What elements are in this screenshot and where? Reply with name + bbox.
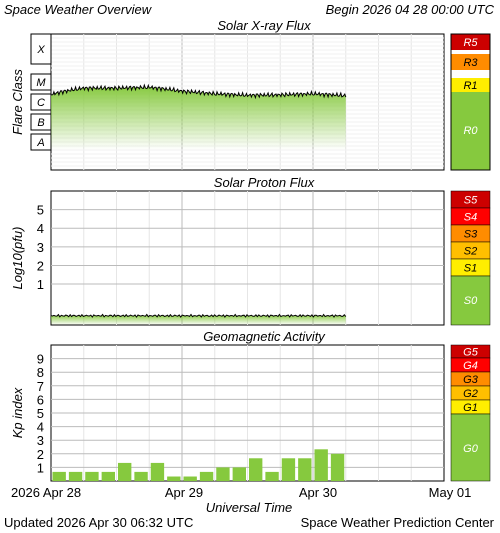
kp-ytick: 4 [37,420,44,435]
g-band-label: G3 [463,374,479,386]
kp-ytick: 5 [37,406,44,421]
credit: Space Weather Prediction Center [301,515,495,530]
kp-bar [281,458,296,481]
flare-class-label: B [37,117,44,129]
kp-bar [265,471,279,481]
r0-band [451,92,490,170]
geomag-title: Geomagnetic Activity [203,329,326,344]
r0-label: R0 [463,125,478,137]
xtick-apr29: Apr 29 [165,485,203,500]
proton-ytick: 4 [37,221,44,236]
s-band-label: S1 [464,263,477,275]
proton-flux-line [50,313,347,318]
kp-bar [68,471,83,481]
kp-bar [216,467,230,481]
r5-label: R5 [463,37,478,49]
kp-ytick: 8 [37,365,44,380]
page-title: Space Weather Overview [4,2,153,17]
kp-bar [134,471,148,481]
flare-class-label: A [36,137,44,149]
g-band-label: G1 [463,402,478,414]
kp-bar [150,462,165,481]
geomag-ylabel: Kp index [10,387,25,438]
kp-ytick: 6 [37,392,44,407]
flare-class-label: X [36,44,45,56]
proton-ytick: 1 [37,277,44,292]
proton-ytick: 5 [37,203,44,218]
kp-ytick: 3 [37,433,44,448]
xray-flux-line [50,83,347,100]
g-band-label: G4 [463,360,478,372]
r5-band [451,34,490,50]
updated-time: Updated 2026 Apr 30 06:32 UTC [4,515,193,530]
g-band-label: G5 [463,347,479,359]
r1-label: R1 [463,80,477,92]
kp-ytick: 1 [37,460,44,475]
kp-ytick: 7 [37,379,44,394]
flare-class-label: C [37,97,45,109]
g-band-5 [450,413,491,482]
g-band-label: G0 [463,443,479,455]
kp-bar [298,458,312,481]
proton-ytick: 2 [37,258,44,273]
kp-bar [183,476,197,481]
r3-band [451,54,490,70]
kp-bar [330,453,345,481]
x-axis-label: Universal Time [206,500,293,515]
s-band-5 [450,275,491,326]
r3-label: R3 [463,57,478,69]
kp-bar [85,471,99,481]
proton-ytick: 3 [37,240,44,255]
kp-bar [167,476,181,481]
s-band-label: S3 [464,229,478,241]
kp-bar [314,449,328,481]
xray-flux-area [51,85,346,150]
begin-time: Begin 2026 04 28 00:00 UTC [326,2,495,17]
s-band-label: S5 [464,195,478,207]
kp-bar [199,471,214,481]
r-scale-frame [450,33,491,171]
proton-title: Solar Proton Flux [214,175,315,190]
flare-class-box [30,73,52,91]
kp-bar [52,471,66,481]
kp-ytick: 2 [37,447,44,462]
g-band-label: G2 [463,388,478,400]
xray-ylabel: Flare Class [10,69,25,135]
s-band-label: S2 [464,246,477,258]
xtick-may01: May 01 [429,485,472,500]
flare-class-label: M [36,77,46,89]
proton-ylabel: Log10(pfu) [10,227,25,290]
r1-band [451,78,490,92]
xray-title: Solar X-ray Flux [217,18,311,33]
xtick-apr28: 2026 Apr 28 [11,485,81,500]
kp-bar [249,458,263,481]
s-band-label: S0 [464,295,478,307]
xtick-apr30: Apr 30 [299,485,337,500]
s-band-label: S4 [464,212,477,224]
flare-class-box [30,33,52,65]
kp-ytick: 9 [37,352,44,367]
kp-bar [232,467,246,481]
kp-bar [118,462,132,481]
kp-bar [101,471,115,481]
